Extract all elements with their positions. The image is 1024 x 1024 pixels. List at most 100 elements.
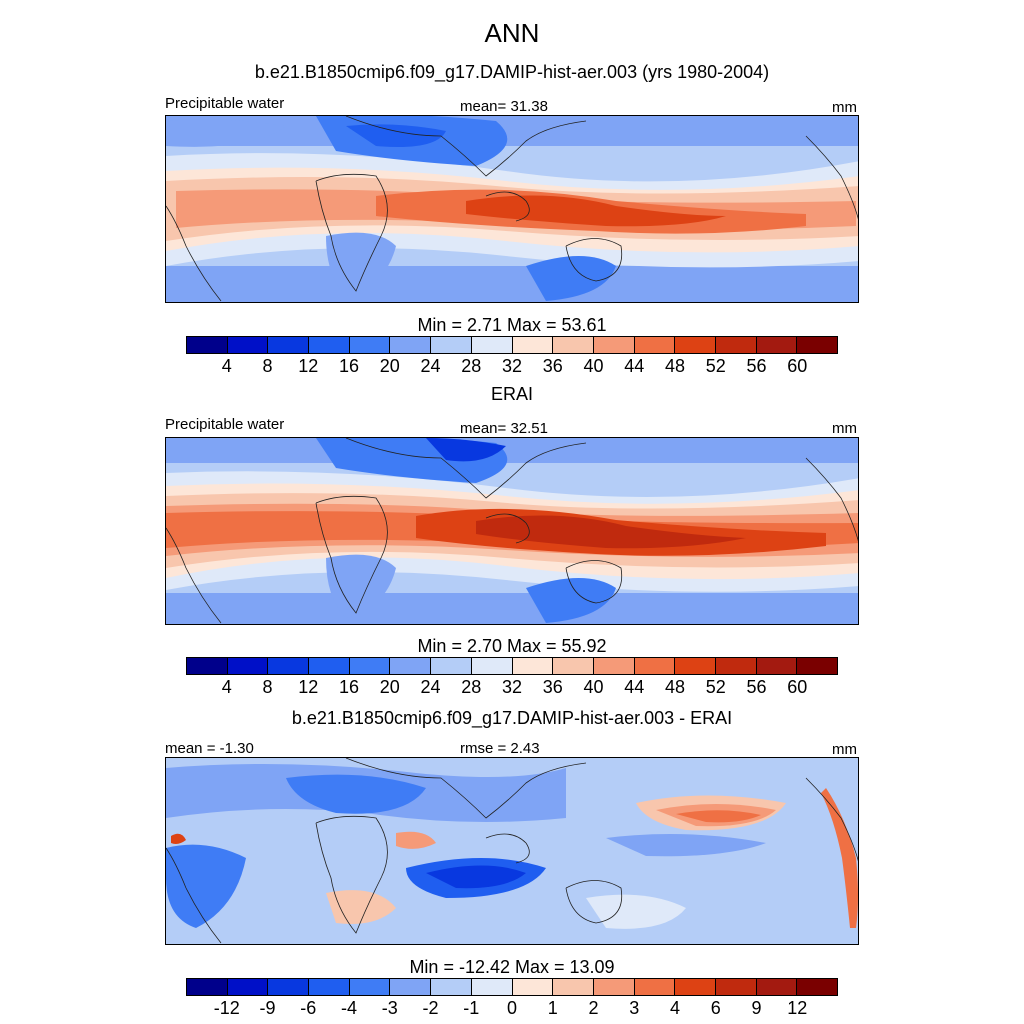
panel-2-colorbar-ticks: 4 8 12 16 20 24 28 32 36 40 44 48 52 56 60 <box>186 677 838 699</box>
panel-1-colorbar-ticks: 4 8 12 16 20 24 28 32 36 40 44 48 52 56 60 <box>186 356 838 378</box>
colorbar-swatch <box>227 337 269 353</box>
colorbar-swatch <box>268 979 310 995</box>
colorbar-tick-label: -6 <box>300 998 317 1018</box>
panel-2-colorbar <box>186 657 838 675</box>
panel-2-minmax: Min = 2.70 Max = 55.92 <box>417 636 607 656</box>
colorbar-tick-label: 36 <box>542 356 563 376</box>
colorbar-tick-label: 32 <box>501 677 523 697</box>
colorbar-tick-label: 6 <box>710 998 721 1018</box>
colorbar-tick-label: 60 <box>787 356 808 376</box>
colorbar-swatch <box>187 979 228 995</box>
colorbar-tick-label: 2 <box>588 998 599 1018</box>
panel-1-units-label: mm <box>832 99 857 116</box>
colorbar-tick-label: 48 <box>664 356 686 376</box>
colorbar-tick-label: 12 <box>298 677 319 697</box>
colorbar-tick-label: 24 <box>420 677 441 697</box>
panel-3-title: b.e21.B1850cmip6.f09_g17.DAMIP-hist-aer.… <box>291 708 733 728</box>
colorbar-swatch <box>390 658 432 674</box>
colorbar-swatch <box>349 979 391 995</box>
colorbar-tick-label: -9 <box>259 998 276 1018</box>
panel-1-map <box>165 115 859 303</box>
colorbar-tick-label: 4 <box>669 998 681 1018</box>
colorbar-tick-label: -3 <box>381 998 398 1018</box>
colorbar-tick-label: -4 <box>340 998 358 1018</box>
colorbar-swatch <box>268 337 310 353</box>
colorbar-tick-label: 52 <box>705 677 726 697</box>
colorbar-swatch <box>715 658 757 674</box>
colorbar-tick-label: 3 <box>629 998 640 1018</box>
panel-3-mean-label: mean = -1.30 <box>165 740 254 757</box>
colorbar-swatch <box>797 658 837 674</box>
panel-2-title: ERAI <box>490 384 533 404</box>
colorbar-tick-label: 40 <box>583 677 604 697</box>
colorbar-tick-label: 20 <box>379 356 400 376</box>
colorbar-swatch <box>593 979 635 995</box>
panel-3-colorbar <box>186 978 838 996</box>
colorbar-swatch <box>349 337 391 353</box>
panel-3-minmax: Min = -12.42 Max = 13.09 <box>409 957 615 977</box>
colorbar-swatch <box>797 979 837 995</box>
colorbar-swatch <box>797 337 837 353</box>
colorbar-swatch <box>756 337 798 353</box>
colorbar-tick-label: 12 <box>787 998 808 1018</box>
colorbar-swatch <box>431 658 472 674</box>
colorbar-swatch <box>634 979 676 995</box>
colorbar-swatch <box>512 337 554 353</box>
colorbar-tick-label: 9 <box>751 998 762 1018</box>
colorbar-swatch <box>553 979 594 995</box>
colorbar-tick-label: 0 <box>506 998 518 1018</box>
panel-1-minmax: Min = 2.71 Max = 53.61 <box>417 315 607 335</box>
colorbar-swatch <box>309 658 350 674</box>
colorbar-tick-label: 28 <box>461 677 482 697</box>
colorbar-tick-label: 8 <box>262 677 273 697</box>
colorbar-tick-label: 12 <box>298 356 319 376</box>
colorbar-swatch <box>471 979 513 995</box>
colorbar-swatch <box>593 658 635 674</box>
colorbar-tick-label: 4 <box>221 356 232 376</box>
colorbar-swatch <box>227 658 269 674</box>
colorbar-swatch <box>471 658 513 674</box>
colorbar-swatch <box>431 979 472 995</box>
colorbar-tick-label: 1 <box>547 998 558 1018</box>
panel-3-colorbar-ticks: -12 -9 -6 -4 -3 -2 -1 0 1 2 3 4 6 9 12 <box>186 998 838 1020</box>
colorbar-swatch <box>390 979 432 995</box>
panel-1-colorbar <box>186 336 838 354</box>
colorbar-swatch <box>715 979 757 995</box>
colorbar-swatch <box>309 337 350 353</box>
colorbar-swatch <box>593 337 635 353</box>
colorbar-swatch <box>268 658 310 674</box>
colorbar-swatch <box>675 979 716 995</box>
colorbar-swatch <box>349 658 391 674</box>
colorbar-swatch <box>187 658 228 674</box>
colorbar-tick-label: 60 <box>787 677 808 697</box>
colorbar-swatch <box>675 658 716 674</box>
colorbar-tick-label: 32 <box>501 356 523 376</box>
colorbar-tick-label: 56 <box>746 677 767 697</box>
colorbar-tick-label: 20 <box>379 677 400 697</box>
figure-subtitle: b.e21.B1850cmip6.f09_g17.DAMIP-hist-aer.… <box>254 62 770 82</box>
colorbar-tick-label: -2 <box>422 998 439 1018</box>
colorbar-tick-label: 36 <box>542 677 563 697</box>
colorbar-tick-label: 48 <box>664 677 686 697</box>
colorbar-tick-label: 16 <box>338 356 360 376</box>
colorbar-swatch <box>390 337 432 353</box>
panel-2-mean-label: mean= 32.51 <box>460 420 548 437</box>
colorbar-swatch <box>553 337 594 353</box>
panel-3-rmse-label: rmse = 2.43 <box>460 740 540 757</box>
colorbar-swatch <box>675 337 716 353</box>
colorbar-tick-label: 4 <box>221 677 232 697</box>
colorbar-swatch <box>431 337 472 353</box>
panel-2-units-label: mm <box>832 420 857 437</box>
colorbar-tick-label: 40 <box>583 356 604 376</box>
colorbar-tick-label: 56 <box>746 356 767 376</box>
colorbar-swatch <box>227 979 269 995</box>
colorbar-tick-label: -1 <box>463 998 480 1018</box>
colorbar-tick-label: 44 <box>624 356 645 376</box>
panel-3-map <box>165 757 859 945</box>
colorbar-tick-label: -12 <box>213 998 240 1018</box>
panel-1-mean-label: mean= 31.38 <box>460 98 548 115</box>
colorbar-swatch <box>471 337 513 353</box>
colorbar-tick-label: 16 <box>338 677 360 697</box>
colorbar-tick-label: 28 <box>461 356 482 376</box>
panel-3-units-label: mm <box>832 741 857 758</box>
